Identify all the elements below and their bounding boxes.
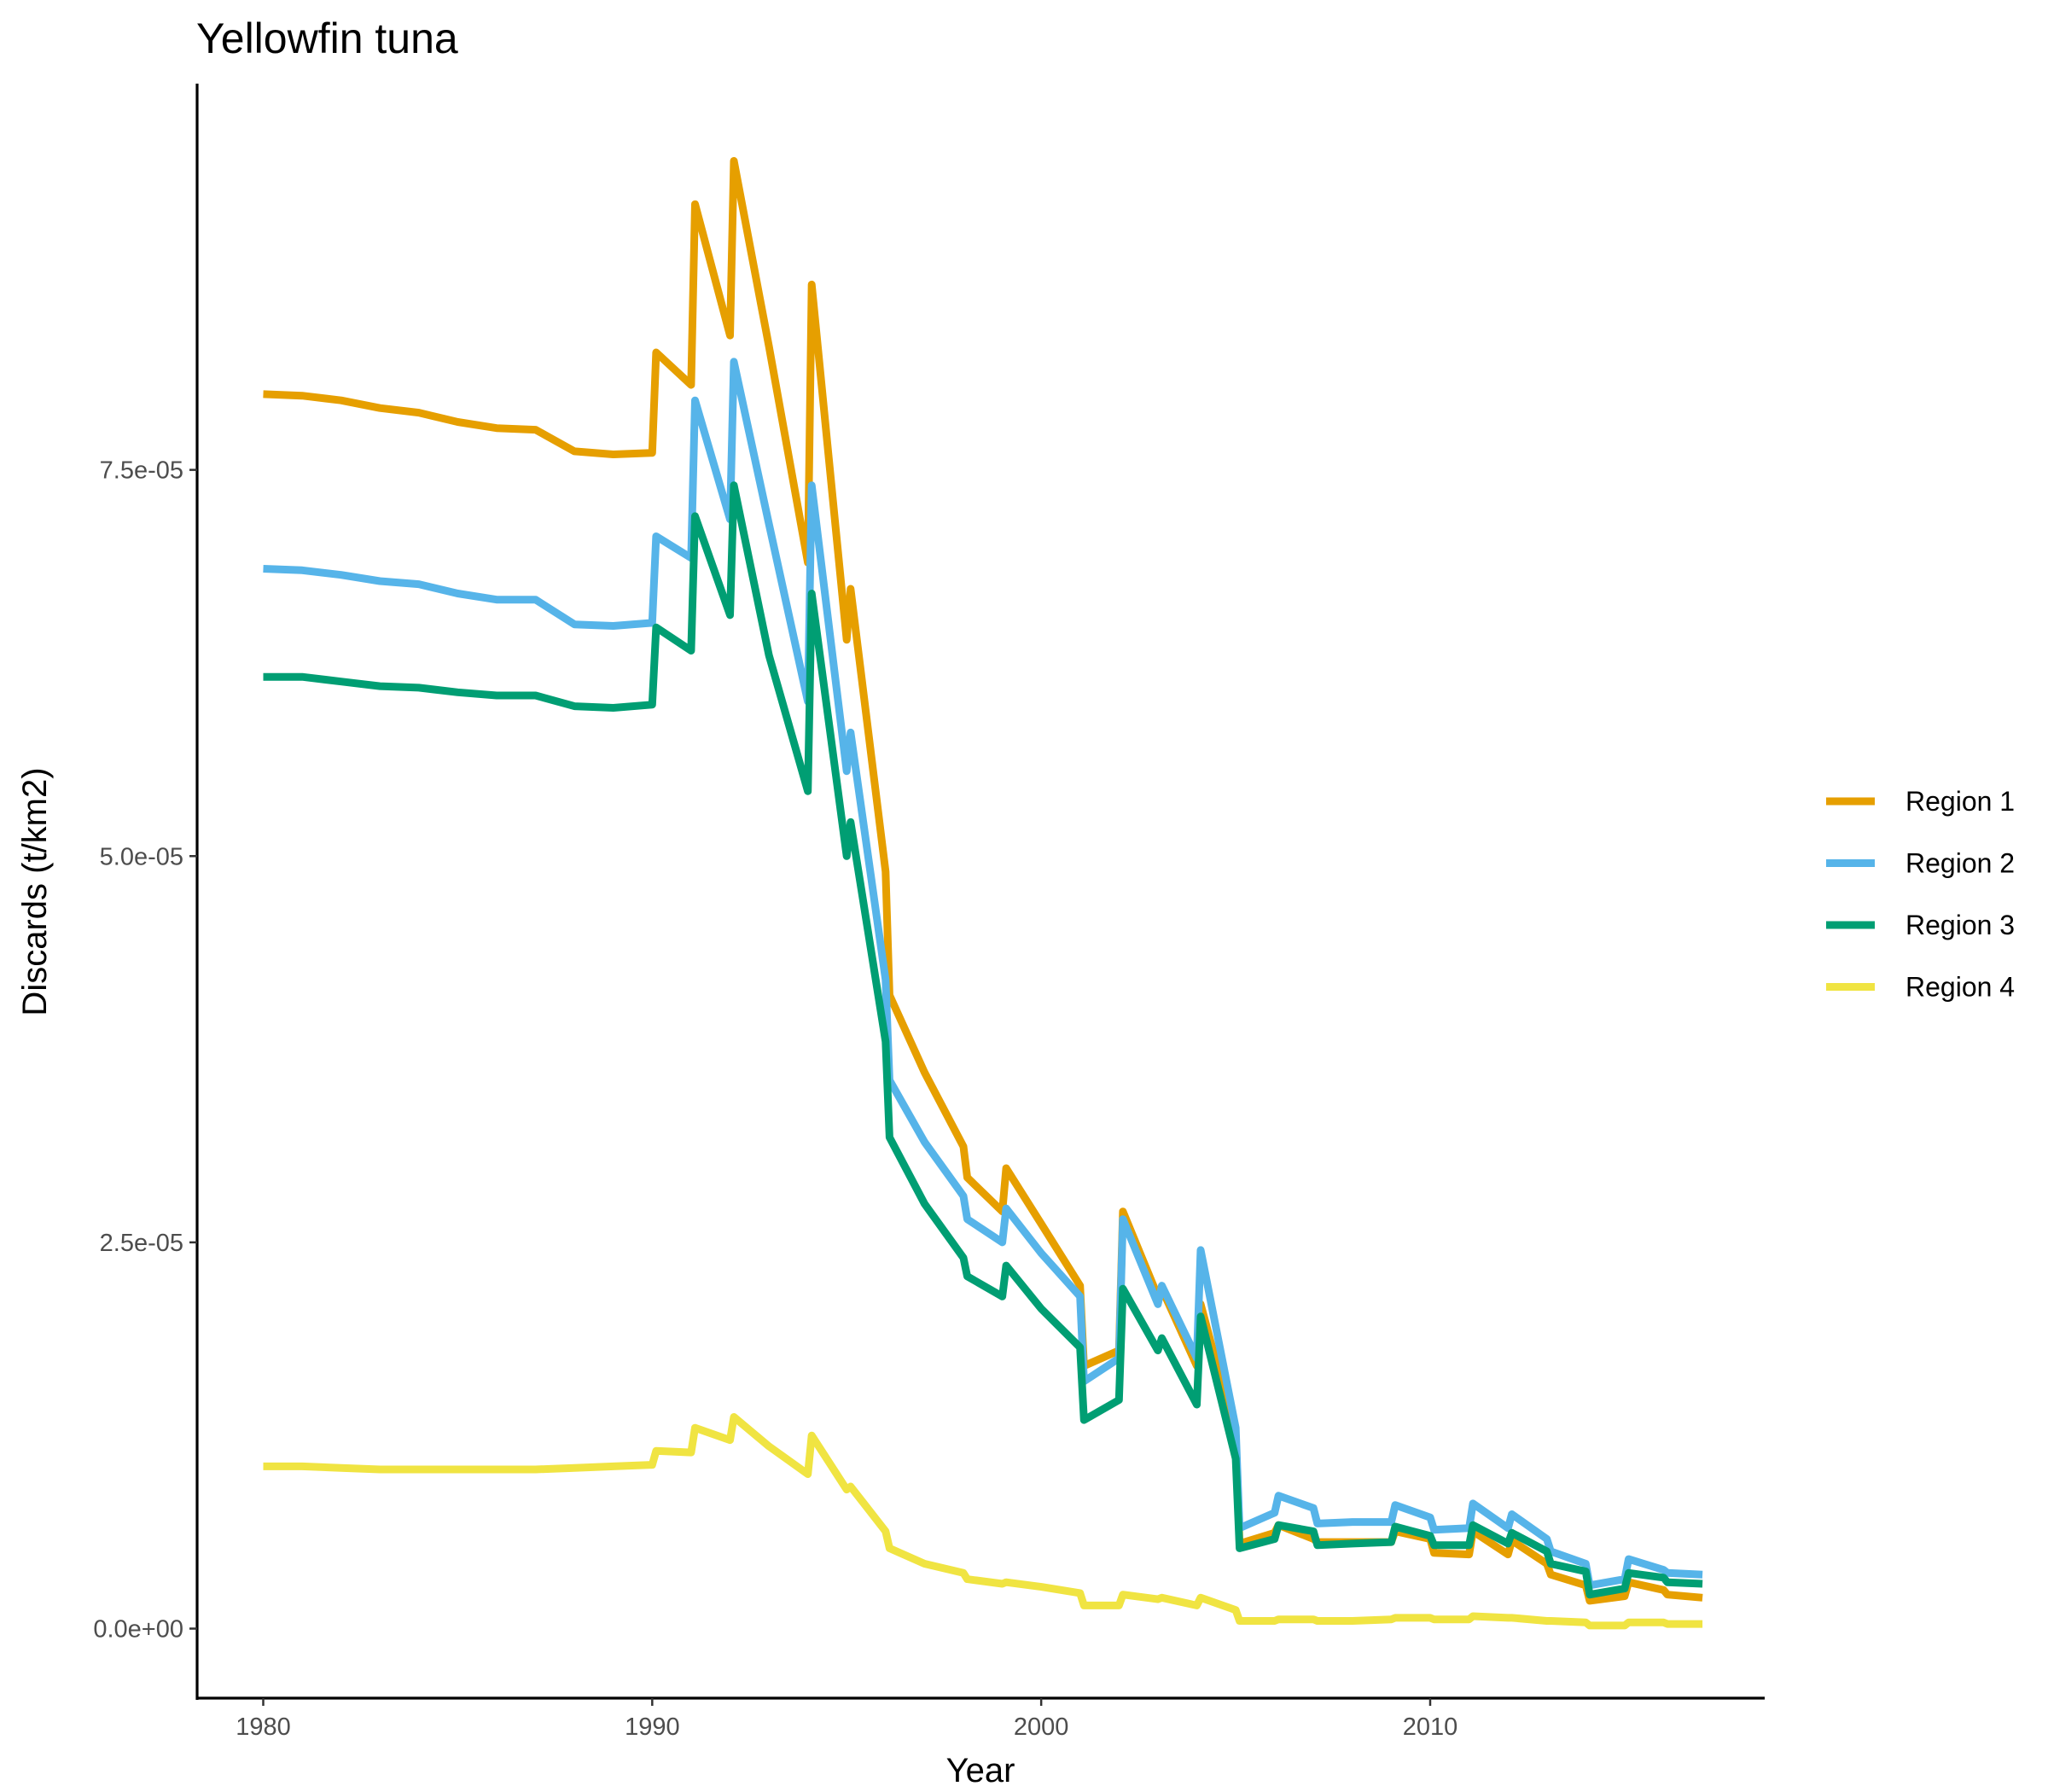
series-line-region-3 (263, 481, 1703, 1599)
series-line-region-4 (263, 1413, 1703, 1630)
y-tick-label: 5.0e-05 (100, 843, 183, 870)
legend-item-region-2: Region 2 (1826, 848, 2015, 879)
series-layer (263, 157, 1703, 1630)
legend-item-region-1: Region 1 (1826, 786, 2015, 817)
legend-label: Region 2 (1905, 848, 2015, 879)
legend-item-region-4: Region 4 (1826, 972, 2015, 1003)
legend-label: Region 1 (1905, 786, 2015, 817)
legend-label: Region 3 (1905, 910, 2015, 940)
chart-title: Yellowfin tuna (196, 15, 458, 62)
y-axis-title: Discards (t/km2) (16, 767, 54, 1015)
y-axis-ticks: 0.0e+00 2.5e-05 5.0e-05 7.5e-05 (93, 457, 197, 1644)
y-tick-label: 7.5e-05 (100, 457, 183, 485)
legend-label: Region 4 (1905, 972, 2015, 1003)
x-tick-label: 2010 (1403, 1713, 1458, 1741)
y-tick-label: 2.5e-05 (100, 1230, 183, 1257)
x-tick-label: 1980 (236, 1713, 291, 1741)
series-line-region-1 (263, 157, 1703, 1605)
series-line-region-2 (263, 358, 1703, 1590)
legend-item-region-3: Region 3 (1826, 910, 2015, 940)
x-tick-label: 2000 (1014, 1713, 1069, 1741)
x-tick-label: 1990 (625, 1713, 680, 1741)
legend: Region 1 Region 2 Region 3 Region 4 (1826, 786, 2015, 1003)
y-tick-label: 0.0e+00 (93, 1616, 183, 1644)
x-axis-title: Year (946, 1752, 1015, 1789)
x-axis-ticks: 1980 1990 2000 2010 (236, 1698, 1457, 1741)
